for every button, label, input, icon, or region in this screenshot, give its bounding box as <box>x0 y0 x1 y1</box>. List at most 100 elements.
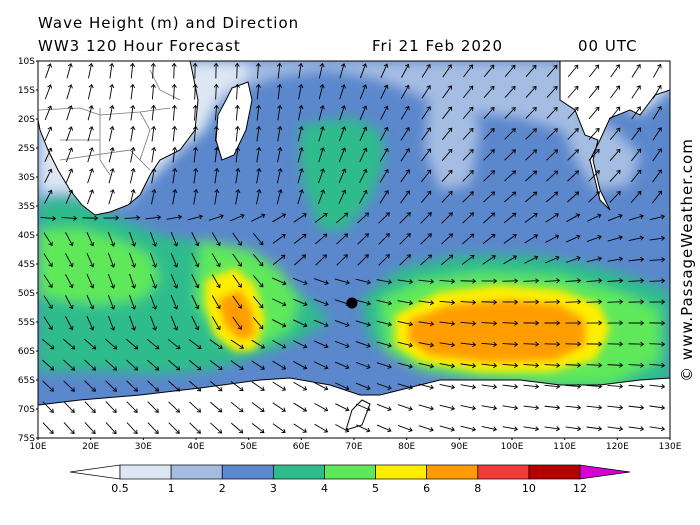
legend-swatch <box>375 464 428 480</box>
direction-arrow <box>129 273 137 289</box>
direction-arrow <box>86 231 95 247</box>
direction-arrow <box>170 252 179 268</box>
direction-arrow <box>230 339 244 349</box>
direction-arrow <box>359 189 368 204</box>
direction-arrow <box>525 170 538 182</box>
direction-arrow <box>65 189 74 205</box>
lon-label: 130E <box>659 442 682 452</box>
direction-arrow <box>232 316 242 330</box>
direction-arrow <box>314 361 329 370</box>
direction-arrow <box>147 359 160 371</box>
direction-arrow <box>376 341 392 348</box>
direction-arrow <box>628 383 645 389</box>
direction-arrow <box>565 299 582 305</box>
direction-arrow <box>188 359 202 371</box>
direction-arrow <box>460 384 477 390</box>
direction-arrow <box>397 362 413 369</box>
direction-arrow <box>504 106 516 119</box>
direction-arrow <box>544 405 561 411</box>
direction-arrow <box>567 85 579 98</box>
direction-arrow <box>107 252 116 268</box>
direction-arrow <box>399 254 411 266</box>
direction-arrow <box>546 170 559 182</box>
direction-arrow <box>482 255 496 265</box>
direction-arrow <box>192 62 198 79</box>
direction-arrow <box>525 107 537 119</box>
direction-arrow <box>191 274 200 289</box>
direction-arrow <box>256 167 262 184</box>
direction-arrow <box>108 125 115 142</box>
direction-arrow <box>211 316 221 331</box>
direction-arrow <box>298 104 304 121</box>
title-line1: Wave Height (m) and Direction <box>38 14 300 32</box>
direction-arrow <box>338 147 347 163</box>
direction-arrow <box>586 299 603 305</box>
direction-arrow <box>109 83 115 100</box>
direction-arrow <box>232 274 242 288</box>
direction-arrow <box>460 405 477 411</box>
lat-label: 50S <box>18 289 35 299</box>
direction-arrow <box>420 212 432 224</box>
direction-arrow <box>523 405 540 411</box>
direction-arrow <box>649 299 666 305</box>
direction-arrow <box>628 341 645 347</box>
direction-arrow <box>318 83 325 100</box>
direction-arrow <box>87 126 94 142</box>
direction-arrow <box>129 315 137 331</box>
direction-arrow <box>545 213 559 223</box>
direction-arrow <box>65 147 74 163</box>
direction-arrow <box>84 380 96 392</box>
direction-arrow <box>124 215 141 221</box>
direction-arrow <box>376 279 393 285</box>
direction-arrow <box>130 83 136 100</box>
legend-swatch <box>119 464 172 480</box>
direction-arrow <box>652 169 662 183</box>
legend-label: 0.5 <box>111 482 129 495</box>
direction-arrow <box>628 362 645 368</box>
direction-arrow <box>607 341 624 347</box>
direction-arrow <box>652 84 662 99</box>
direction-arrow <box>298 62 304 79</box>
direction-arrow <box>607 235 623 242</box>
direction-arrow <box>523 341 540 347</box>
direction-arrow <box>65 168 74 184</box>
lon-label: 90E <box>451 442 468 452</box>
direction-arrow <box>588 127 600 140</box>
direction-arrow <box>441 127 453 141</box>
direction-arrow <box>544 278 561 284</box>
direction-arrow <box>504 64 516 77</box>
direction-arrow <box>86 294 95 310</box>
direction-arrow <box>523 320 540 326</box>
direction-arrow <box>565 426 582 432</box>
lat-label: 15S <box>18 86 35 96</box>
direction-arrow <box>588 170 600 182</box>
direction-arrow <box>607 320 624 326</box>
direction-arrow <box>193 146 199 163</box>
direction-arrow <box>43 274 53 288</box>
direction-arrow <box>357 212 370 224</box>
direction-arrow <box>504 85 516 98</box>
direction-arrow <box>189 380 202 392</box>
direction-arrow <box>523 362 540 368</box>
direction-arrow <box>565 256 581 263</box>
direction-arrow <box>376 320 393 327</box>
direction-arrow <box>129 252 137 268</box>
direction-arrow <box>130 125 136 142</box>
direction-arrow <box>397 300 414 306</box>
direction-arrow <box>359 105 368 121</box>
direction-arrow <box>211 253 221 268</box>
direction-arrow <box>628 405 645 411</box>
direction-arrow <box>439 425 455 432</box>
direction-arrow <box>462 85 474 99</box>
direction-arrow <box>439 299 456 306</box>
direction-arrow <box>420 254 433 266</box>
direction-arrow <box>378 233 390 245</box>
direction-arrow <box>189 422 201 434</box>
direction-arrow <box>213 83 219 100</box>
direction-arrow <box>376 362 392 369</box>
direction-arrow <box>44 84 53 100</box>
direction-arrow <box>607 362 624 368</box>
direction-arrow <box>315 233 328 245</box>
direction-arrow <box>256 146 262 163</box>
direction-arrow <box>45 63 52 79</box>
